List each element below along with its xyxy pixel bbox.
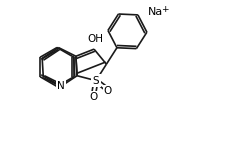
- Text: O: O: [104, 86, 112, 96]
- Text: Na: Na: [148, 7, 163, 17]
- Text: S: S: [93, 76, 99, 86]
- Text: N: N: [57, 81, 65, 91]
- Text: +: +: [161, 4, 169, 13]
- Text: OH: OH: [87, 34, 103, 44]
- Text: O: O: [89, 92, 98, 102]
